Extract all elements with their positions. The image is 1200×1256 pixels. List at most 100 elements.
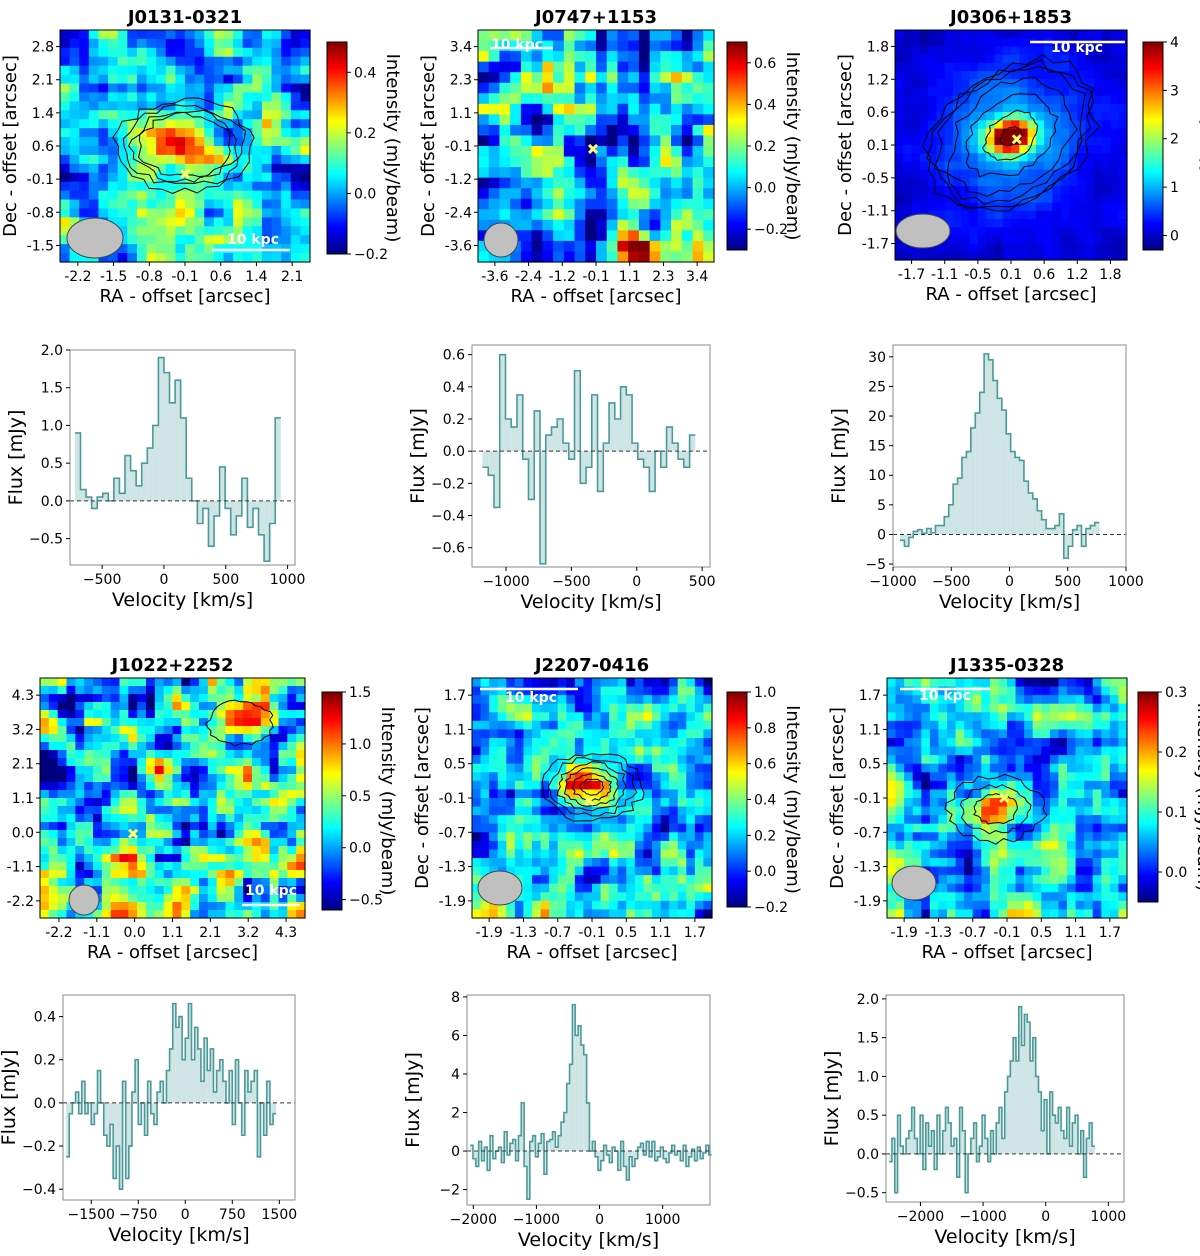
heatmap-pixel xyxy=(261,56,273,67)
heatmap-pixel xyxy=(1007,875,1017,885)
heatmap-pixel xyxy=(929,746,940,756)
heatmap-pixel xyxy=(944,153,954,163)
heatmap-pixel xyxy=(261,199,273,210)
heatmap-pixel xyxy=(523,746,533,756)
heatmap-pixel xyxy=(523,780,533,791)
heatmap-pixel xyxy=(66,886,76,895)
heatmap-pixel xyxy=(472,815,482,825)
heatmap-pixel xyxy=(290,208,301,218)
heatmap-pixel xyxy=(1093,227,1103,236)
heatmap-pixel xyxy=(563,30,576,42)
heatmap-pixel xyxy=(921,849,931,859)
heatmap-pixel xyxy=(542,198,554,210)
heatmap-pixel xyxy=(592,909,602,919)
heatmap-pixel xyxy=(981,858,991,868)
y-tick-label: 1.7 xyxy=(444,688,466,704)
heatmap-pixel xyxy=(1069,120,1078,130)
contour-line xyxy=(965,93,1059,178)
spectrum-bin xyxy=(166,1070,170,1103)
heatmap-pixel xyxy=(216,894,227,903)
heatmap-pixel xyxy=(989,909,1000,919)
heatmap-pixel xyxy=(93,766,103,775)
heatmap-pixel xyxy=(944,112,954,121)
heatmap-pixel xyxy=(1118,251,1128,261)
heatmap-pixel xyxy=(66,854,76,863)
heatmap-pixel xyxy=(506,823,516,833)
heatmap-pixel xyxy=(48,774,59,783)
heatmap-pixel xyxy=(592,755,602,765)
colorbar-label: Intensity (mJy/beam) xyxy=(782,705,803,894)
heatmap-pixel xyxy=(994,235,1004,245)
heatmap-pixel xyxy=(903,128,913,138)
heatmap-pixel xyxy=(520,209,533,221)
heatmap-pixel xyxy=(300,137,311,147)
heatmap-pixel xyxy=(1052,30,1062,39)
heatmap-pixel xyxy=(242,199,253,210)
heatmap-pixel xyxy=(703,156,715,168)
heatmap-pixel xyxy=(989,815,1000,825)
heatmap-pixel xyxy=(1077,161,1087,171)
heatmap-pixel xyxy=(1007,695,1017,705)
heatmap-pixel xyxy=(895,720,905,731)
heatmap-pixel xyxy=(185,137,196,147)
heatmap-pixel xyxy=(1032,900,1042,911)
heatmap-pixel xyxy=(510,188,522,200)
heatmap-pixel xyxy=(617,177,629,189)
y-tick-label: 1.5 xyxy=(41,381,63,397)
heatmap-pixel xyxy=(955,892,965,902)
heatmap-pixel xyxy=(986,38,996,48)
heatmap-pixel xyxy=(478,135,490,147)
heatmap-pixel xyxy=(225,822,235,831)
heatmap-pixel xyxy=(489,789,499,799)
heatmap-pixel xyxy=(1019,251,1029,261)
heatmap-pixel xyxy=(156,83,167,94)
heatmap-pixel xyxy=(213,65,225,76)
heatmap-pixel xyxy=(136,38,148,49)
heatmap-pixel xyxy=(69,38,80,49)
heatmap-pixel xyxy=(938,832,948,842)
heatmap-pixel xyxy=(79,74,90,85)
heatmap-pixel xyxy=(128,838,138,847)
heatmap-pixel xyxy=(488,40,501,52)
heatmap-pixel xyxy=(79,83,90,94)
heatmap-pixel xyxy=(895,251,904,261)
heatmap-pixel xyxy=(609,798,619,808)
heatmap-pixel xyxy=(1085,128,1095,138)
heatmap-pixel xyxy=(499,251,511,263)
heatmap-pixel xyxy=(955,823,965,833)
heatmap-pixel xyxy=(252,790,262,799)
heatmap-pixel xyxy=(260,686,271,695)
heatmap-pixel xyxy=(225,790,235,799)
heatmap-pixel xyxy=(660,678,670,688)
heatmap-pixel xyxy=(1007,703,1017,713)
heatmap-pixel xyxy=(989,712,1000,722)
heatmap-pixel xyxy=(1084,686,1094,696)
heatmap-pixel xyxy=(110,886,121,895)
heatmap-pixel xyxy=(532,695,542,705)
heatmap-pixel xyxy=(998,763,1008,773)
heatmap-pixel xyxy=(110,846,121,855)
heatmap-pixel xyxy=(1067,806,1077,816)
heatmap-pixel xyxy=(137,798,147,807)
heatmap-pixel xyxy=(921,695,931,705)
heatmap-pixel xyxy=(542,177,554,189)
heatmap-pixel xyxy=(296,830,306,839)
heatmap-pixel xyxy=(1069,169,1078,179)
heatmap-pixel xyxy=(531,30,543,42)
heatmap-pixel xyxy=(300,65,311,76)
heatmap-pixel xyxy=(998,892,1008,902)
heatmap-pixel xyxy=(540,780,550,791)
heatmap-pixel xyxy=(57,694,68,703)
heatmap-pixel xyxy=(79,128,90,138)
heatmap-pixel xyxy=(1093,136,1103,146)
heatmap-pixel xyxy=(488,188,501,200)
heatmap-pixel xyxy=(287,814,297,823)
heatmap-pixel xyxy=(252,47,263,58)
x-tick-label: -2.2 xyxy=(45,925,72,941)
heatmap-pixel xyxy=(137,886,147,895)
heatmap-pixel xyxy=(1109,798,1120,808)
heatmap-pixel xyxy=(497,900,507,911)
heatmap-pixel xyxy=(904,832,914,842)
heatmap-pixel xyxy=(233,190,244,201)
heatmap-pixel xyxy=(583,703,593,713)
